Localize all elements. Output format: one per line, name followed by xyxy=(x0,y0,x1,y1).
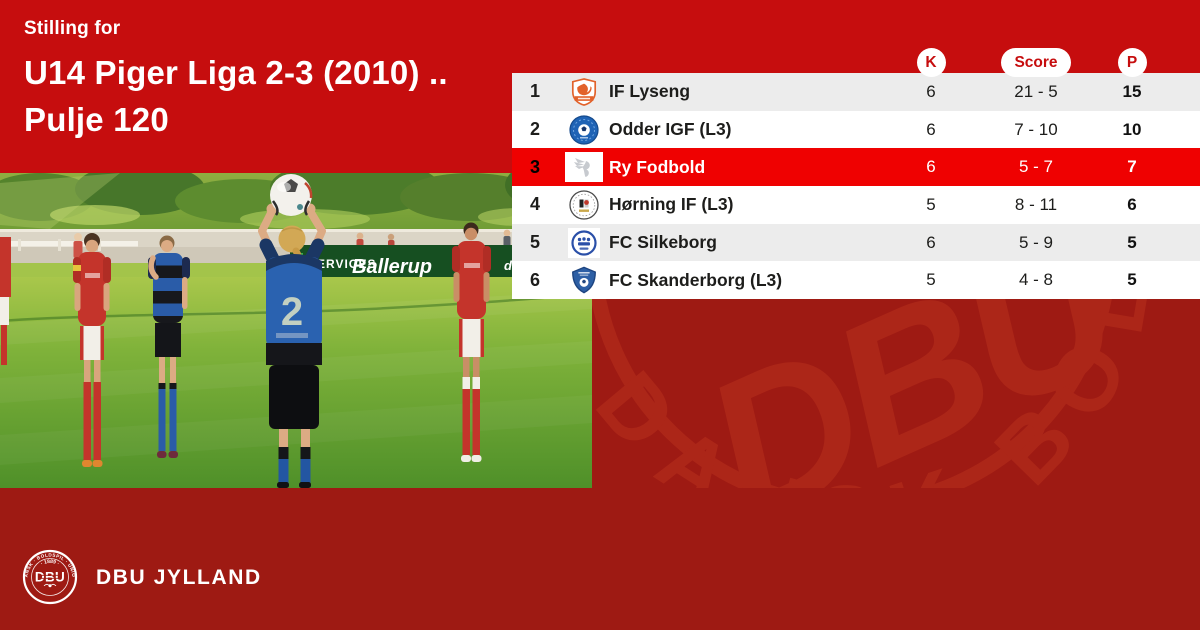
p-column-badge: P xyxy=(1117,48,1147,77)
left-red-band xyxy=(0,73,592,173)
team-logo-hoerning-icon xyxy=(558,190,609,220)
table-row: 2 Odder IGF (L3) 6 7 - 10 10 xyxy=(512,110,1200,149)
title-block: Stilling for U14 Piger Liga 2-3 (2010) .… xyxy=(24,18,448,143)
dbu-crest-icon: DANSK · BOLDSPIL · UNION · 1889 · DBU xyxy=(22,549,78,605)
score-value: 21 - 5 xyxy=(1014,81,1058,101)
jersey-number: 2 xyxy=(281,290,303,334)
p-value: 15 xyxy=(1122,81,1142,101)
standings-table: K Score P 1 IF Lyseng 6 21 - 5 15 xyxy=(512,48,1200,300)
team-logo-lyseng-icon xyxy=(558,77,609,107)
team-name: FC Silkeborg xyxy=(609,232,717,253)
team-name: FC Skanderborg (L3) xyxy=(609,269,783,290)
team-name: Ry Fodbold xyxy=(609,156,706,177)
brand-name: DBU JYLLAND xyxy=(96,566,262,589)
team-logo-silkeborg-icon xyxy=(558,227,609,258)
p-value: 7 xyxy=(1127,157,1137,177)
table-row: 1 IF Lyseng 6 21 - 5 15 xyxy=(512,73,1200,111)
title-line-1: U14 Piger Liga 2-3 (2010) .. xyxy=(24,54,448,91)
football-icon xyxy=(270,174,313,216)
k-value: 5 xyxy=(926,270,936,290)
rank-cell: 3 xyxy=(529,156,540,177)
board-text-services: SERVICES xyxy=(308,257,376,271)
k-value: 6 xyxy=(926,232,936,252)
dbu-watermark-icon: DANSK BOLDSPIL DBU xyxy=(592,299,1200,488)
team-logo-odder-icon xyxy=(558,114,609,145)
score-value: 5 - 9 xyxy=(1018,232,1054,252)
score-column-badge: Score xyxy=(1001,48,1071,77)
rank-cell: 2 xyxy=(529,119,540,139)
p-value: 5 xyxy=(1127,232,1137,252)
photo-player-partial xyxy=(0,237,11,365)
k-value: 6 xyxy=(926,157,936,177)
svg-text:· 1889 ·: · 1889 · xyxy=(40,559,61,567)
rank-cell: 4 xyxy=(529,194,540,215)
k-value: 6 xyxy=(926,119,936,139)
table-header: K Score P xyxy=(512,44,1200,77)
table-row: 5 FC Silkeborg 6 5 - 9 5 xyxy=(512,223,1200,262)
team-name: Odder IGF (L3) xyxy=(609,119,732,139)
board-text-ballerup: Ballerup xyxy=(352,256,432,278)
table-body: 1 IF Lyseng 6 21 - 5 15 2 xyxy=(512,73,1200,300)
match-photo: SERVICES Ballerup det xyxy=(0,173,592,488)
k-value: 6 xyxy=(926,81,936,101)
table-row: 4 Hørning IF (L3) 5 8 - 11 6 xyxy=(512,186,1200,224)
table-row-highlighted: 3 Ry Fodbold 6 5 - 7 7 xyxy=(512,148,1200,187)
eyebrow-text: Stilling for xyxy=(24,18,121,39)
team-name: Hørning IF (L3) xyxy=(609,194,734,215)
p-value: 10 xyxy=(1122,119,1142,139)
photo-player-striped xyxy=(148,235,190,458)
table-row: 6 FC Skanderborg (L3) 5 4 - 8 5 xyxy=(512,261,1200,300)
k-value: 5 xyxy=(926,194,936,214)
crest-monogram: DBU xyxy=(35,570,65,585)
score-value: 8 - 11 xyxy=(1014,194,1058,214)
k-column-badge: K xyxy=(916,48,946,77)
p-value: 6 xyxy=(1127,194,1137,214)
score-value: 5 - 7 xyxy=(1018,157,1054,177)
photo-player-thrower: 2 xyxy=(258,174,326,488)
crest-year-text: · 1889 · xyxy=(40,559,61,567)
top-red-band xyxy=(0,0,1200,73)
rank-cell: 6 xyxy=(529,269,540,290)
team-logo-skanderborg-icon xyxy=(558,265,609,295)
p-value: 5 xyxy=(1127,270,1137,290)
photo-player-red-right xyxy=(452,222,491,462)
score-value: 7 - 10 xyxy=(1014,119,1058,139)
team-logo-ry-icon xyxy=(558,152,609,183)
score-value: 4 - 8 xyxy=(1018,270,1054,290)
rank-cell: 5 xyxy=(529,232,540,253)
rank-cell: 1 xyxy=(529,81,540,102)
photo-player-red-left xyxy=(73,233,111,467)
team-name: IF Lyseng xyxy=(609,81,691,102)
page-title: U14 Piger Liga 2-3 (2010) .. Pulje 120 xyxy=(24,49,448,143)
title-line-2: Pulje 120 xyxy=(24,101,169,138)
